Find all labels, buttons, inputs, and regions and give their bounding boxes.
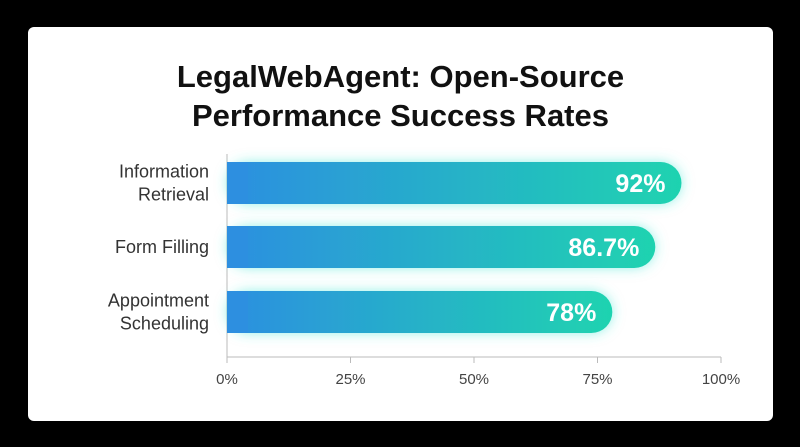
x-tick-label: 100% [702, 371, 740, 388]
x-tick-label: 0% [216, 371, 238, 388]
category-label: Appointment [108, 291, 209, 311]
bar-left-edge [227, 291, 248, 333]
data-label: 78% [546, 299, 596, 327]
x-tick-label: 25% [335, 371, 365, 388]
bar [227, 162, 682, 204]
chart-title: LegalWebAgent: Open-Source Performance S… [28, 57, 773, 135]
bar-chart: 0% 25% 50% 75% 100% 92% Information Retrieval 86… [108, 154, 740, 388]
bar [227, 291, 613, 333]
category-label: Scheduling [120, 314, 209, 334]
chart-title-line-1: LegalWebAgent: Open-Source [176, 59, 625, 94]
data-label: 86.7% [568, 234, 639, 262]
category-label: Form Filling [115, 237, 209, 257]
bar-left-edge [227, 226, 248, 268]
bar-left-edge [227, 162, 248, 204]
chart-title-line-2: Performance Success Rates [191, 98, 609, 133]
chart-card: LegalWebAgent: Open-Source Performance S… [28, 27, 773, 421]
x-tick-label: 75% [582, 371, 612, 388]
category-label: Retrieval [138, 185, 209, 205]
bar [227, 226, 656, 268]
data-label: 92% [615, 170, 665, 198]
category-label: Information [119, 162, 209, 182]
x-tick-label: 50% [459, 371, 489, 388]
